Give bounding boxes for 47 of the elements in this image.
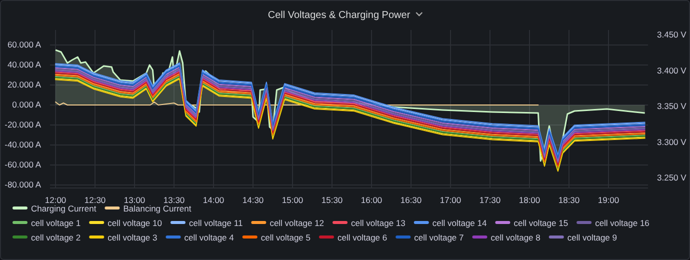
x-tick-label: 13:00 bbox=[124, 195, 146, 206]
x-tick-label: 15:30 bbox=[321, 195, 343, 206]
legend-label: Charging Current bbox=[31, 204, 97, 214]
legend-label: cell voltage 13 bbox=[351, 218, 406, 228]
y-tick-label: 20.000 A bbox=[7, 80, 42, 90]
chart-title: Cell Voltages & Charging Power bbox=[268, 10, 411, 21]
x-tick-label: 17:00 bbox=[440, 195, 462, 206]
x-tick-label: 16:30 bbox=[400, 195, 422, 206]
legend-label: cell voltage 8 bbox=[490, 232, 541, 242]
y-tick-label: 60.000 A bbox=[7, 40, 42, 50]
x-tick-label: 16:00 bbox=[360, 195, 382, 206]
legend-label: cell voltage 5 bbox=[260, 232, 311, 242]
y-tick-label: 0.000 A bbox=[12, 100, 42, 110]
legend-label: cell voltage 15 bbox=[514, 218, 568, 228]
x-tick-label: 12:30 bbox=[84, 195, 106, 206]
legend-label: cell voltage 11 bbox=[188, 218, 243, 228]
legend-label: Balancing Current bbox=[123, 204, 192, 214]
x-tick-label: 12:00 bbox=[44, 195, 66, 206]
legend-label: cell voltage 16 bbox=[595, 218, 650, 228]
legend-label: cell voltage 3 bbox=[108, 232, 158, 242]
x-tick-label: 15:00 bbox=[282, 195, 304, 206]
legend-label: cell voltage 12 bbox=[270, 218, 324, 228]
legend-label: cell voltage 9 bbox=[567, 232, 618, 242]
y2-tick-label: 3.350 V bbox=[657, 101, 687, 112]
x-tick-label: 19:00 bbox=[598, 195, 620, 206]
y-tick-label: -80.000 A bbox=[4, 180, 42, 190]
x-tick-label: 14:00 bbox=[202, 195, 224, 206]
y-tick-label: -60.000 A bbox=[4, 160, 42, 170]
y2-tick-label: 3.250 V bbox=[657, 172, 687, 183]
legend-label: cell voltage 1 bbox=[31, 218, 81, 228]
y-tick-label: 40.000 A bbox=[7, 60, 42, 70]
legend-label: cell voltage 6 bbox=[338, 232, 388, 242]
y2-tick-label: 3.400 V bbox=[657, 65, 687, 76]
y-tick-label: -40.000 A bbox=[4, 140, 42, 150]
x-tick-label: 18:30 bbox=[558, 195, 580, 206]
y-tick-label: -20.000 A bbox=[4, 120, 42, 130]
x-tick-label: 13:30 bbox=[163, 195, 185, 206]
legend-label: cell voltage 4 bbox=[184, 232, 234, 242]
x-tick-label: 17:30 bbox=[479, 195, 501, 206]
legend-label: cell voltage 10 bbox=[108, 218, 162, 228]
x-tick-label: 18:00 bbox=[518, 195, 540, 206]
x-tick-label: 14:30 bbox=[242, 195, 264, 206]
y2-tick-label: 3.450 V bbox=[657, 30, 687, 40]
y2-tick-label: 3.300 V bbox=[657, 136, 687, 147]
legend-label: cell voltage 2 bbox=[31, 232, 81, 242]
legend-label: cell voltage 14 bbox=[432, 218, 487, 228]
legend-label: cell voltage 7 bbox=[414, 232, 464, 242]
